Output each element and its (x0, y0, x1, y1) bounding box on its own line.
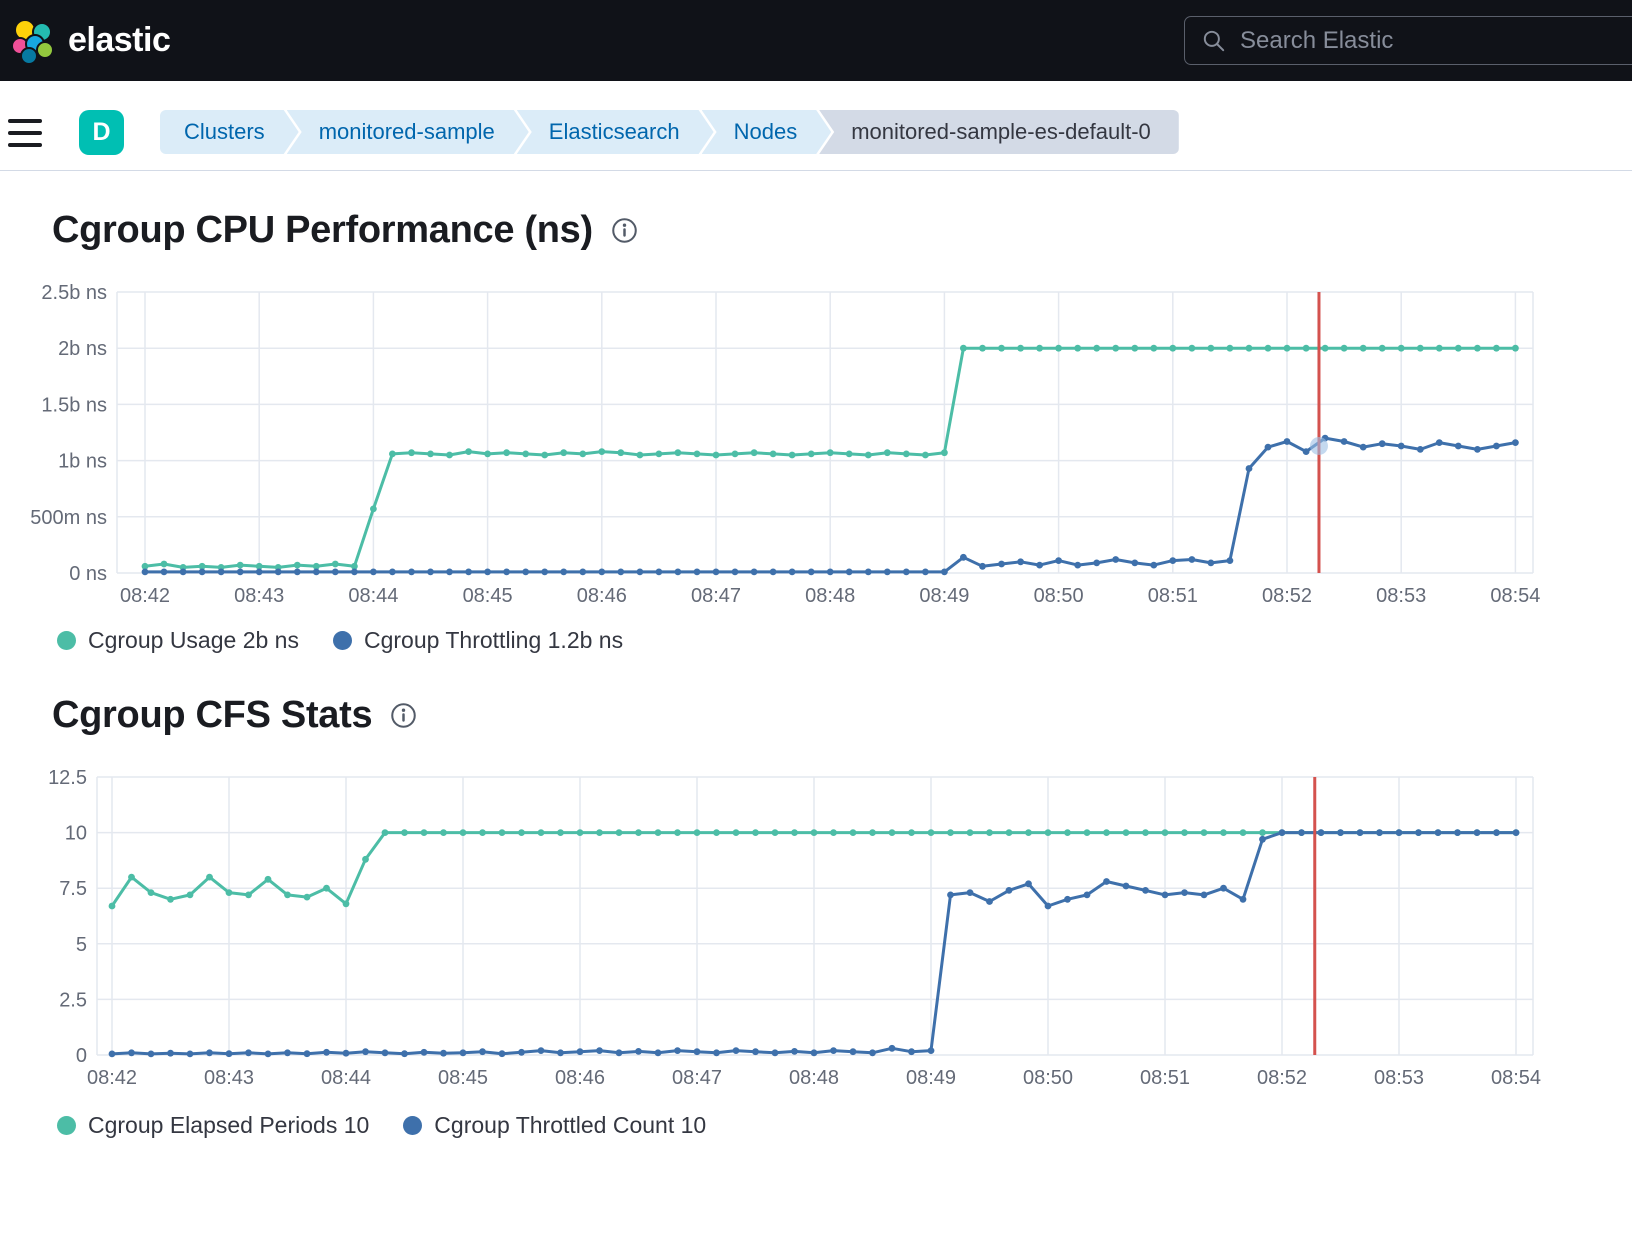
global-search-box[interactable] (1184, 16, 1632, 65)
svg-text:5: 5 (76, 934, 87, 956)
cpu-chart-legend: Cgroup Usage 2b ns Cgroup Throttling 1.2… (57, 627, 623, 654)
brand-wordmark: elastic (68, 21, 171, 59)
search-input[interactable] (1240, 26, 1627, 55)
svg-text:08:46: 08:46 (577, 585, 627, 607)
svg-text:7.5: 7.5 (59, 878, 87, 900)
svg-text:08:42: 08:42 (120, 585, 170, 607)
svg-text:500m ns: 500m ns (30, 507, 107, 529)
legend-dot (57, 1116, 76, 1135)
svg-text:08:46: 08:46 (555, 1067, 605, 1089)
svg-text:2.5b ns: 2.5b ns (41, 282, 107, 304)
global-header: elastic (0, 0, 1632, 81)
legend-item-elapsed-periods[interactable]: Cgroup Elapsed Periods 10 (57, 1112, 369, 1139)
legend-item-cgroup-throttling[interactable]: Cgroup Throttling 1.2b ns (332, 627, 624, 654)
svg-text:0 ns: 0 ns (69, 563, 107, 585)
svg-text:08:53: 08:53 (1374, 1067, 1424, 1089)
cgroup-cpu-performance-chart[interactable]: 0 ns 500m ns 1b ns 1.5b ns 2b ns 2.5b ns 08:42… (0, 278, 1632, 618)
elastic-home-link[interactable]: elastic (0, 18, 171, 64)
menu-icon[interactable] (8, 119, 42, 147)
svg-text:2.5: 2.5 (59, 989, 87, 1011)
svg-text:08:45: 08:45 (438, 1067, 488, 1089)
svg-text:12.5: 12.5 (48, 767, 87, 789)
svg-text:08:45: 08:45 (463, 585, 513, 607)
breadcrumb-monitored-sample[interactable]: monitored-sample (287, 110, 529, 154)
chart-canvas: 0 ns 500m ns 1b ns 1.5b ns 2b ns 2.5b ns 08:42… (30, 282, 1540, 607)
svg-text:08:50: 08:50 (1034, 585, 1084, 607)
svg-text:08:43: 08:43 (234, 585, 284, 607)
svg-text:08:54: 08:54 (1490, 585, 1540, 607)
svg-text:08:47: 08:47 (672, 1067, 722, 1089)
svg-text:08:49: 08:49 (919, 585, 969, 607)
svg-text:08:43: 08:43 (204, 1067, 254, 1089)
svg-text:08:49: 08:49 (906, 1067, 956, 1089)
info-icon[interactable] (611, 217, 638, 244)
svg-text:08:44: 08:44 (348, 585, 398, 607)
svg-text:08:51: 08:51 (1140, 1067, 1190, 1089)
svg-text:10: 10 (65, 823, 87, 845)
legend-dot (332, 631, 352, 650)
chart-canvas: 0 2.5 5 7.5 10 12.5 08:42 08:43 08:44 08:45 08:46 0… (48, 767, 1541, 1089)
elastic-logo-icon (11, 18, 54, 64)
cpu-chart-header: Cgroup CPU Performance (ns) (52, 209, 638, 252)
svg-text:08:53: 08:53 (1376, 585, 1426, 607)
svg-text:2b ns: 2b ns (58, 338, 107, 360)
svg-text:08:48: 08:48 (805, 585, 855, 607)
cfs-chart-header: Cgroup CFS Stats (52, 694, 417, 737)
breadcrumb-elasticsearch[interactable]: Elasticsearch (517, 110, 714, 154)
svg-text:08:50: 08:50 (1023, 1067, 1073, 1089)
legend-item-cgroup-usage[interactable]: Cgroup Usage 2b ns (57, 627, 299, 654)
svg-text:08:48: 08:48 (789, 1067, 839, 1089)
legend-label: Cgroup Elapsed Periods 10 (88, 1112, 370, 1138)
svg-text:08:44: 08:44 (321, 1067, 371, 1089)
svg-text:1.5b ns: 1.5b ns (41, 394, 107, 416)
breadcrumb-bar: D Clusters monitored-sample Elasticsearc… (0, 81, 1632, 171)
breadcrumb-current-node: monitored-sample-es-default-0 (819, 110, 1179, 154)
breadcrumb-nodes[interactable]: Nodes (702, 110, 832, 154)
svg-text:08:51: 08:51 (1148, 585, 1198, 607)
breadcrumb-clusters[interactable]: Clusters (160, 110, 299, 154)
search-icon (1203, 30, 1225, 51)
legend-label: Cgroup Throttled Count 10 (434, 1112, 707, 1138)
legend-dot (403, 1116, 423, 1135)
svg-text:1b ns: 1b ns (58, 451, 107, 473)
legend-label: Cgroup Usage 2b ns (88, 627, 299, 653)
breadcrumb: Clusters monitored-sample Elasticsearch … (160, 110, 1179, 154)
hover-point (1309, 436, 1328, 455)
legend-item-throttled-count[interactable]: Cgroup Throttled Count 10 (403, 1112, 706, 1139)
cpu-chart-title: Cgroup CPU Performance (ns) (52, 209, 593, 251)
cgroup-cfs-stats-chart[interactable]: 0 2.5 5 7.5 10 12.5 08:42 08:43 08:44 08:45 08:46 0… (0, 763, 1632, 1098)
svg-text:08:47: 08:47 (691, 585, 741, 607)
svg-text:08:54: 08:54 (1491, 1067, 1541, 1089)
cfs-chart-legend: Cgroup Elapsed Periods 10 Cgroup Throttl… (57, 1112, 706, 1139)
space-badge[interactable]: D (79, 110, 124, 155)
svg-text:08:52: 08:52 (1262, 585, 1312, 607)
svg-text:08:42: 08:42 (87, 1067, 137, 1089)
info-icon[interactable] (390, 702, 417, 729)
legend-dot (57, 631, 76, 650)
svg-text:08:52: 08:52 (1257, 1067, 1307, 1089)
cfs-chart-title: Cgroup CFS Stats (52, 694, 373, 736)
svg-text:0: 0 (76, 1045, 87, 1067)
legend-label: Cgroup Throttling 1.2b ns (363, 627, 624, 653)
